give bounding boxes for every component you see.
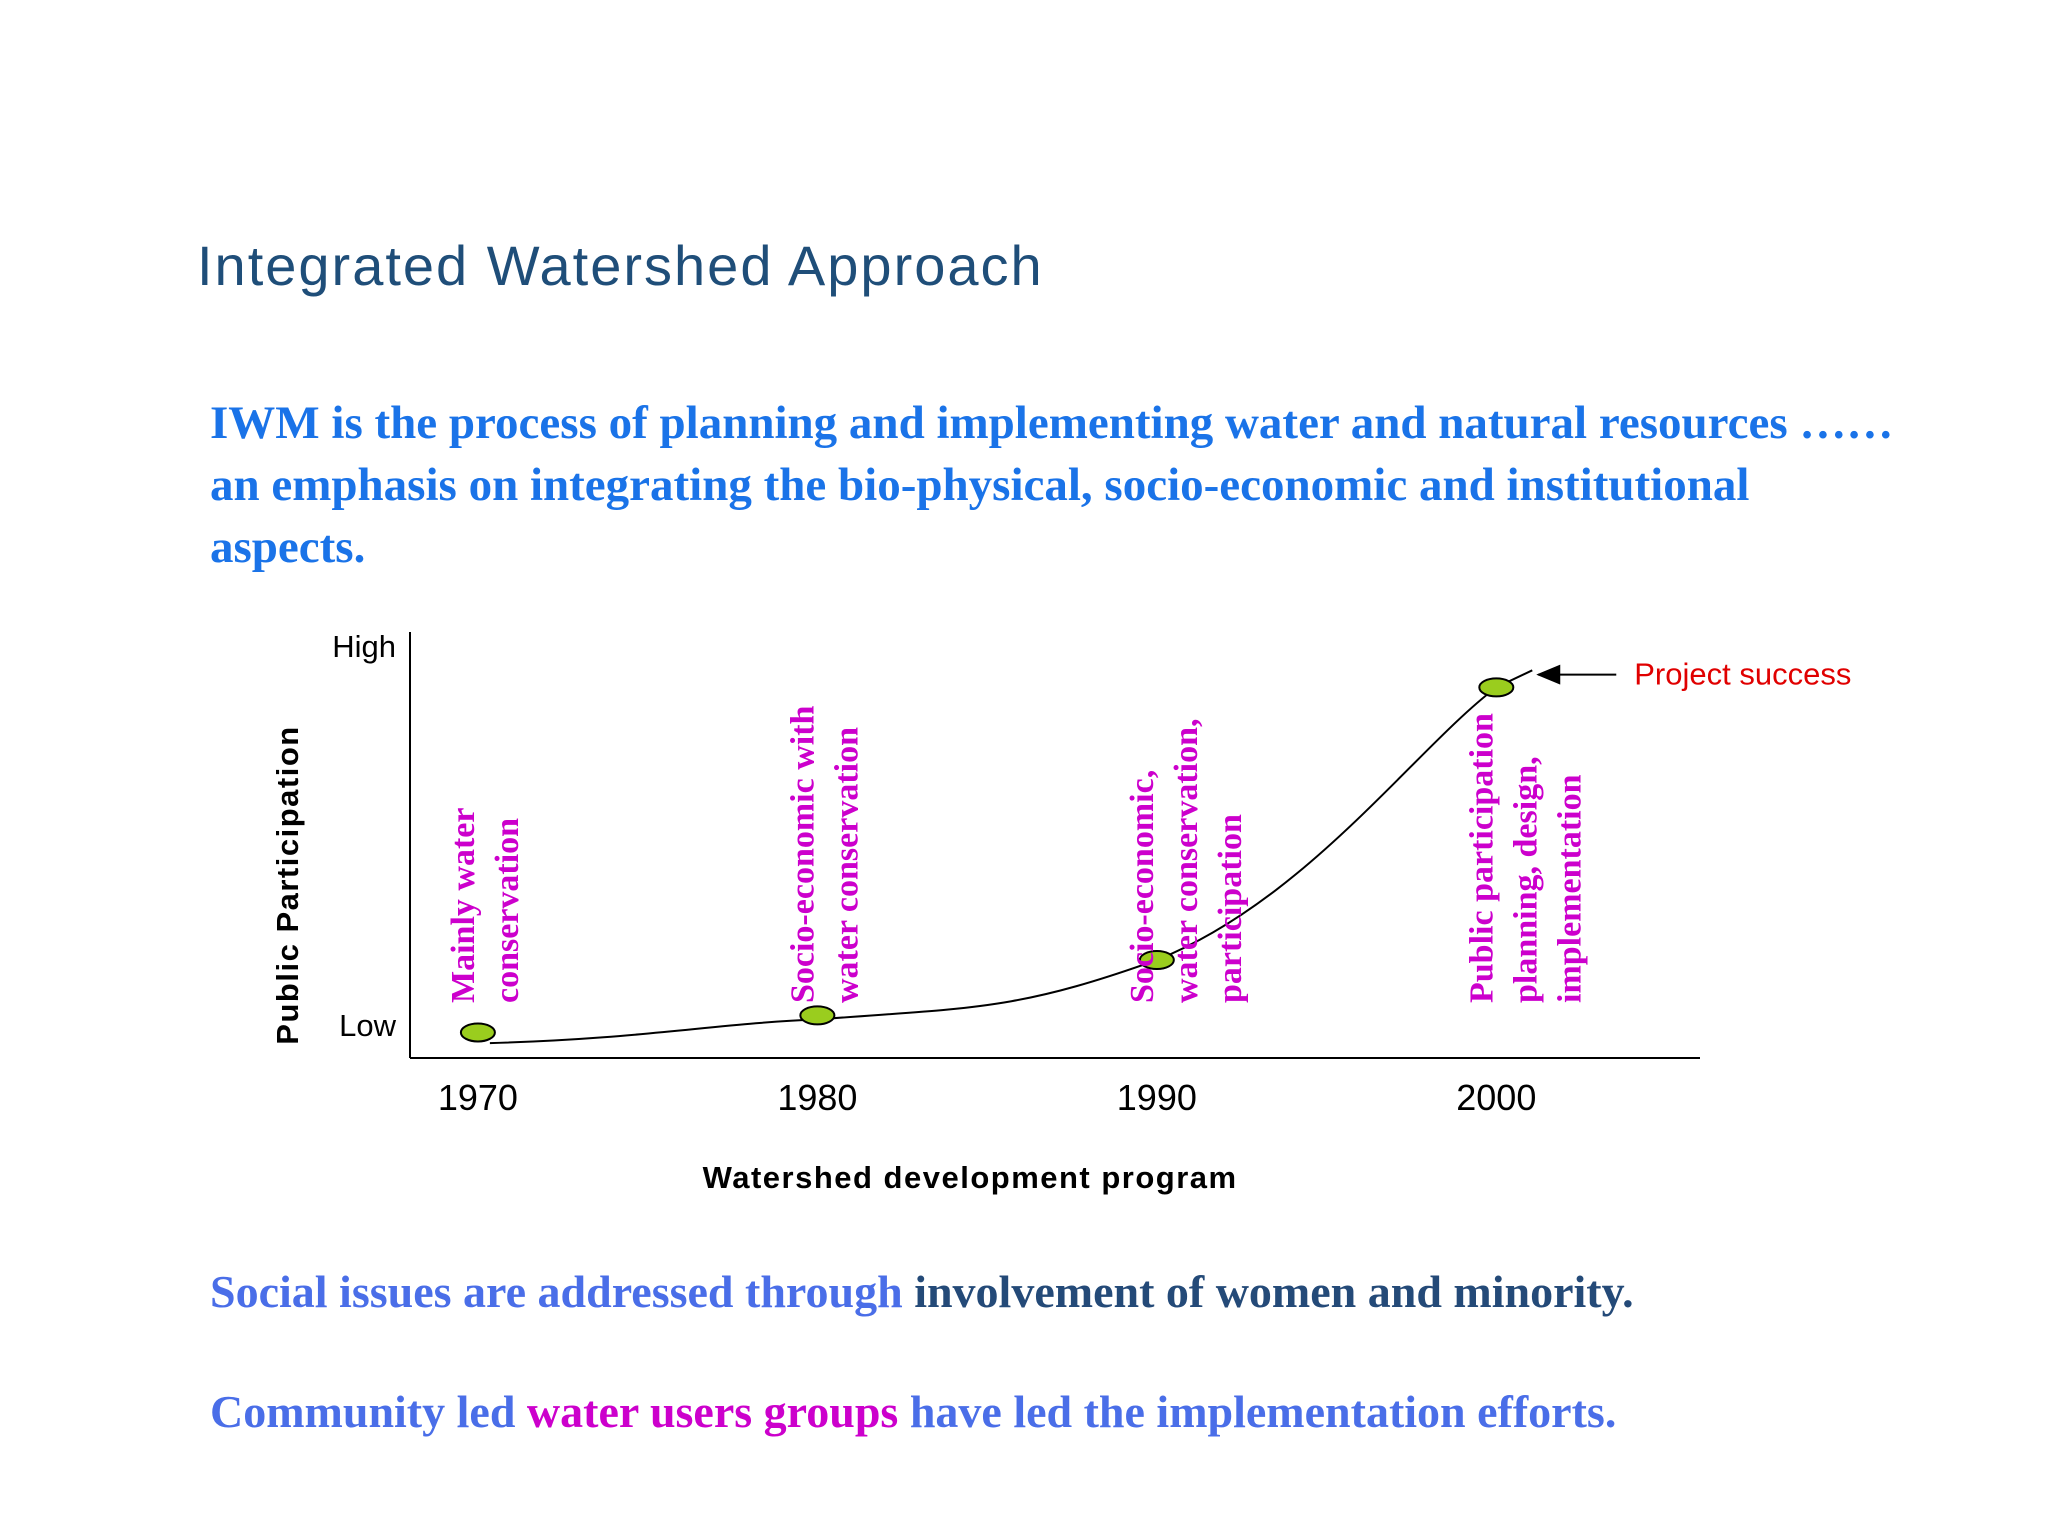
bullet-community: Community led water users groups have le… <box>210 1385 1616 1438</box>
x-tick-label: 1970 <box>438 1077 518 1118</box>
stage-label: Socio-economic, <box>1124 770 1161 1003</box>
stage-label: water conservation, <box>1168 718 1205 1003</box>
participation-curve <box>489 669 1533 1045</box>
bullet-social-issues: Social issues are addressed through invo… <box>210 1265 1634 1318</box>
bullet-segment: water users groups <box>526 1386 899 1437</box>
stage-label: Public participation <box>1463 713 1500 1003</box>
y-low-label: Low <box>339 1008 396 1043</box>
data-point <box>1478 677 1515 698</box>
x-tick-label: 2000 <box>1456 1077 1536 1118</box>
slide-title: Integrated Watershed Approach <box>197 234 1044 297</box>
stage-label: Socio-economic with <box>784 705 821 1003</box>
participation-chart: High Low Public Participation 1970 1980 1990 2… <box>270 629 1851 1195</box>
y-high-label: High <box>332 629 396 664</box>
stage-label: Mainly water <box>445 808 482 1003</box>
stage-label: implementation <box>1551 774 1588 1003</box>
stage-label: participation <box>1212 814 1249 1003</box>
x-axis-title: Watershed development program <box>703 1160 1238 1195</box>
bullet-segment: Community led <box>210 1386 527 1437</box>
stage-label: planning, design, <box>1507 756 1544 1003</box>
data-point <box>1138 950 1175 971</box>
intro-paragraph: IWM is the process of planning and imple… <box>210 397 1894 573</box>
bullet-segment: involvement of women and minority. <box>914 1266 1634 1317</box>
x-tick-label: 1990 <box>1117 1077 1197 1118</box>
x-tick-label: 1980 <box>777 1077 857 1118</box>
stage-label: water conservation <box>828 727 865 1003</box>
data-point <box>799 1005 836 1026</box>
stage-label: conservation <box>489 818 526 1003</box>
bullet-segment: Social issues are addressed through <box>210 1266 915 1317</box>
data-point <box>459 1022 496 1043</box>
bullet-segment: have led the implementation efforts. <box>898 1386 1617 1437</box>
annotation-label: Project success <box>1634 657 1851 692</box>
y-axis-title: Public Participation <box>270 725 305 1044</box>
